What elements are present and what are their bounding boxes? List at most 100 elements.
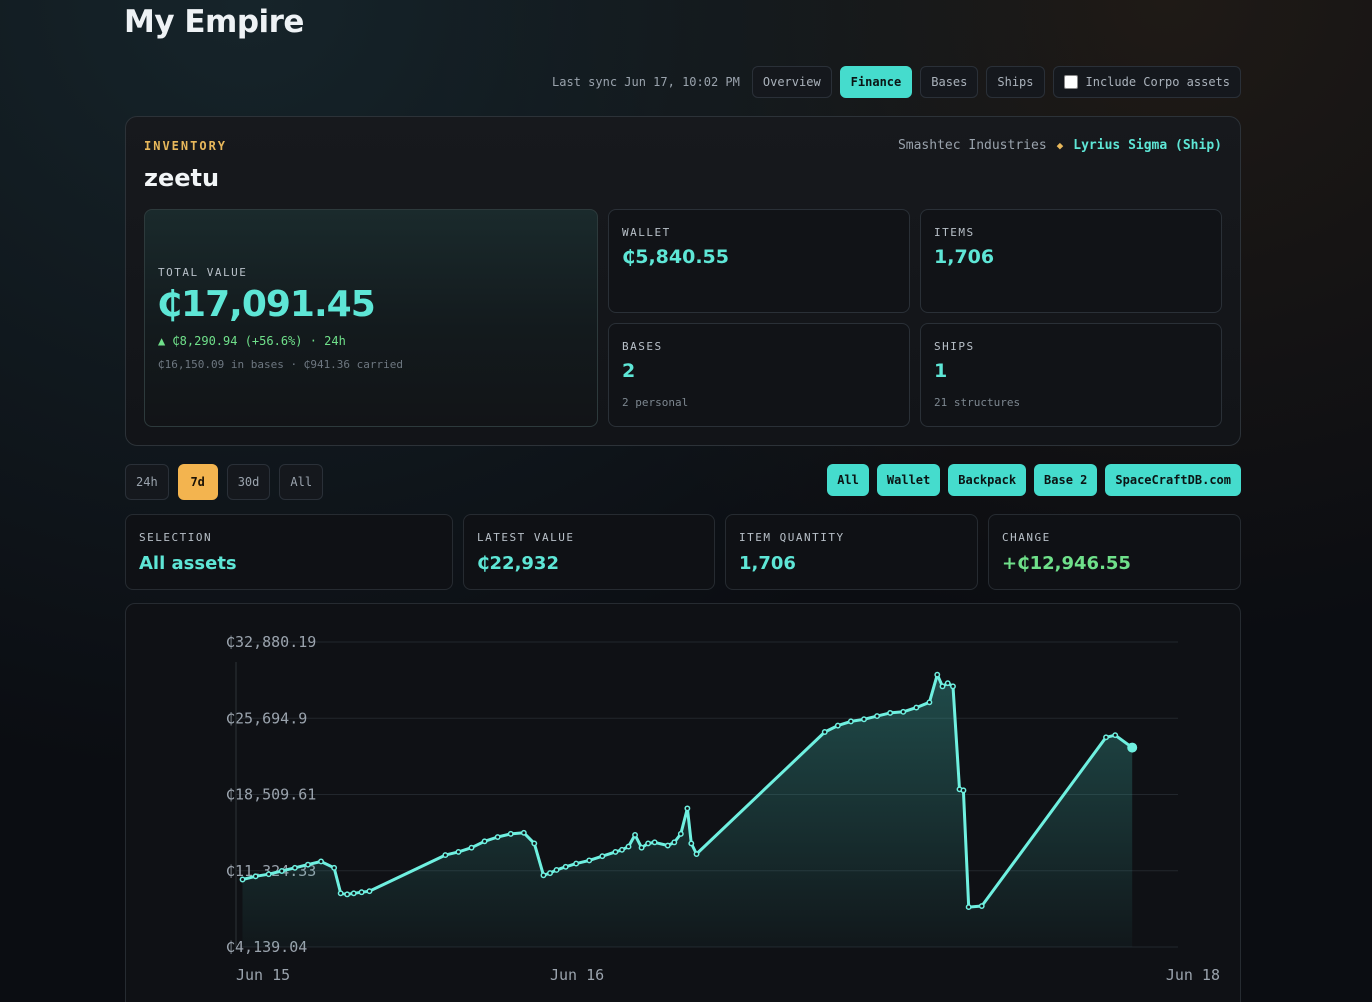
chart-point[interactable] [632,831,638,838]
change-label: CHANGE [1002,531,1051,544]
chart-point[interactable] [861,716,867,723]
chart-point[interactable] [547,870,553,877]
chart-point[interactable] [821,729,828,735]
chart-point[interactable] [900,708,907,715]
chart-point[interactable] [939,683,946,690]
range-all[interactable]: All [279,464,324,500]
value-chart-svg: ₵32,880.19₵25,694.9₵18,509.61₵11,324.33₵… [226,633,1220,984]
chart-point[interactable] [239,876,246,883]
chart-point[interactable] [278,868,285,874]
chart-point[interactable] [978,903,985,909]
chart-point[interactable] [913,704,920,711]
chart-point[interactable] [318,858,324,865]
chart-point[interactable] [950,683,956,690]
chart-point[interactable] [847,718,854,725]
tab-bases[interactable]: Bases [920,66,979,98]
tab-finance[interactable]: Finance [839,66,913,98]
chart-latest-point[interactable] [1127,742,1138,753]
chart-point[interactable] [520,829,527,836]
chart-point[interactable] [651,839,658,846]
diamond-icon: ◆ [1056,139,1064,152]
chart-point[interactable] [291,864,298,871]
chart-point[interactable] [305,861,311,868]
chart-point[interactable] [331,864,338,871]
filter-spacecraftdb[interactable]: SpaceCraftDB.com [1105,464,1241,496]
x-tick-label: Jun 15 [236,966,290,984]
inventory-panel: INVENTORY zeetu Smashtec Industries ◆ Ly… [125,116,1241,446]
value-chart: ₵32,880.19₵25,694.9₵18,509.61₵11,324.33₵… [125,603,1241,1002]
ship-link[interactable]: Lyrius Sigma (Ship) [1073,138,1222,153]
chart-point[interactable] [688,840,695,847]
player-name: zeetu [144,164,220,192]
chart-point[interactable] [507,830,514,837]
filter-all[interactable]: All [827,464,869,496]
chart-point[interactable] [1112,732,1119,739]
chart-point[interactable] [1103,734,1109,741]
latest-value: ₵22,932 [477,553,559,574]
chart-point[interactable] [645,840,652,847]
chart-point[interactable] [553,866,560,873]
chart-point[interactable] [494,834,501,840]
range-24h[interactable]: 24h [125,464,169,500]
chart-point[interactable] [671,839,678,846]
ships-label: SHIPS [934,340,975,353]
chart-point[interactable] [265,871,272,878]
range-30d[interactable]: 30d [226,464,271,500]
chart-point[interactable] [562,863,569,870]
chart-point[interactable] [358,889,365,896]
chart-point[interactable] [664,842,671,849]
chart-point[interactable] [337,890,344,897]
stat-latest-value: LATEST VALUE ₵22,932 [463,514,715,590]
bases-card: BASES 2 2 personal [608,323,910,427]
chart-point[interactable] [834,722,841,729]
chart-point[interactable] [599,853,606,860]
total-breakdown: ₵16,150.09 in bases · ₵941.36 carried [158,358,404,371]
y-tick-label: ₵18,509.61 [226,786,316,804]
chart-point[interactable] [619,846,625,853]
chart-point[interactable] [531,840,538,847]
inventory-label: INVENTORY [144,139,228,153]
chart-point[interactable] [965,904,972,911]
chart-point[interactable] [481,838,488,845]
asset-filters: All Wallet Backpack Base 2 SpaceCraftDB.… [827,464,1241,496]
include-corpo-checkbox[interactable] [1063,75,1078,89]
chart-point[interactable] [934,671,941,678]
chart-point[interactable] [366,888,373,895]
chart-point[interactable] [693,851,700,857]
chart-point[interactable] [350,890,357,897]
chart-point[interactable] [874,713,881,720]
total-value-card: TOTAL VALUE ₵17,091.45 ▲ ₵8,290.94 (+56.… [144,209,598,427]
chart-point[interactable] [887,709,894,716]
chart-point[interactable] [926,699,933,706]
x-tick-label: Jun 16 [550,966,604,984]
stat-selection: SELECTION All assets [125,514,453,590]
items-card: ITEMS 1,706 [920,209,1222,313]
chart-point[interactable] [540,872,547,879]
tab-ships[interactable]: Ships [986,66,1045,98]
items-value: 1,706 [934,246,995,268]
chart-point[interactable] [455,848,462,855]
filter-wallet[interactable]: Wallet [876,464,941,496]
range-7d[interactable]: 7d [177,464,218,500]
chart-point[interactable] [684,805,691,812]
filter-base-2[interactable]: Base 2 [1034,464,1098,496]
latest-value-label: LATEST VALUE [477,531,575,544]
chart-point[interactable] [944,680,951,687]
filter-backpack[interactable]: Backpack [948,464,1027,496]
tab-overview[interactable]: Overview [751,66,832,98]
chart-point[interactable] [344,891,351,898]
chart-point[interactable] [677,830,684,837]
items-label: ITEMS [934,226,975,239]
chart-point[interactable] [252,873,259,880]
chart-point[interactable] [586,857,593,864]
chart-point[interactable] [625,843,632,850]
y-tick-label: ₵32,880.19 [226,633,316,651]
include-corpo-toggle[interactable]: Include Corpo assets [1052,66,1241,98]
chart-point[interactable] [573,860,580,867]
chart-point[interactable] [442,852,449,859]
total-value-label: TOTAL VALUE [158,266,248,279]
chart-point[interactable] [612,848,619,855]
chart-point[interactable] [960,787,967,794]
chart-point[interactable] [638,844,645,851]
chart-point[interactable] [468,844,475,851]
